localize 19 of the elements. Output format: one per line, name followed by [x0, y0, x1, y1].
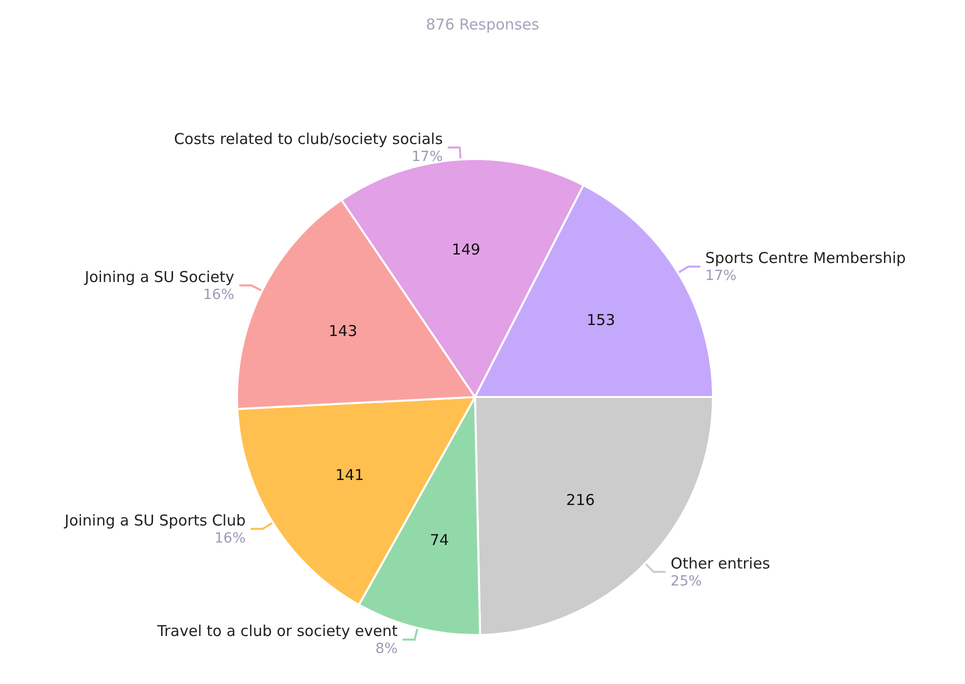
- text: 25%: [670, 573, 702, 590]
- data-label: 74: [430, 531, 449, 550]
- data-label: 153: [586, 311, 616, 330]
- slice-label: Joining a SU Sports Club: [64, 511, 246, 530]
- data-label: 149: [452, 240, 480, 259]
- text: 16%: [203, 286, 234, 303]
- chart-title: 876 Responses: [426, 16, 540, 34]
- text: 8%: [375, 641, 398, 658]
- text: 17%: [412, 148, 443, 165]
- slice-label: Costs related to club/society socials: [174, 130, 443, 148]
- data-label: 141: [335, 466, 364, 484]
- data-label: 216: [566, 491, 595, 510]
- slice-label: Joining a SU Society: [84, 268, 234, 286]
- slice-label: Travel to a club or society event: [156, 622, 398, 640]
- slice-label: Other entries: [670, 554, 770, 572]
- text: 16%: [214, 530, 246, 546]
- text: 17%: [705, 268, 736, 284]
- slice-label: Sports Centre Membership: [705, 249, 906, 268]
- data-label: 143: [328, 322, 358, 340]
